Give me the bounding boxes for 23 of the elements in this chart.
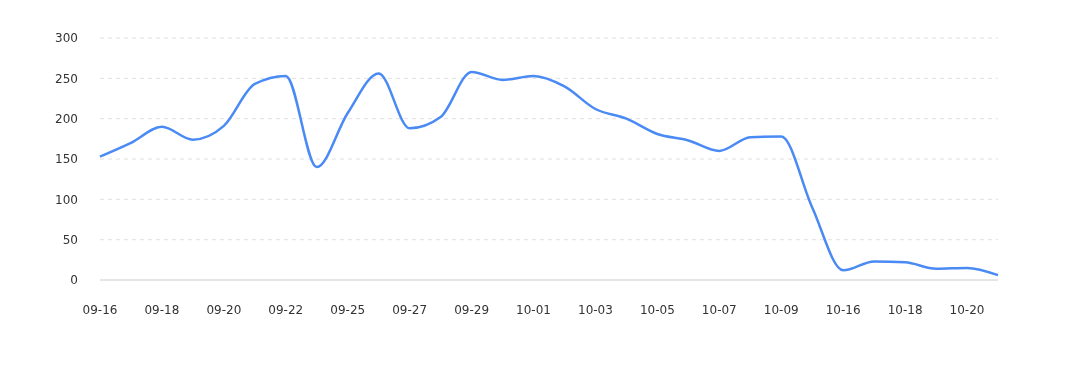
x-tick-label: 10-05 xyxy=(639,303,675,317)
y-tick-label: 200 xyxy=(55,111,78,126)
x-tick-label: 10-20 xyxy=(949,303,985,317)
x-tick-label: 09-29 xyxy=(454,303,490,317)
x-tick-label: 09-27 xyxy=(392,303,428,317)
x-tick-label: 10-18 xyxy=(887,303,923,317)
x-tick-label: 10-09 xyxy=(763,303,799,317)
x-tick-label: 09-16 xyxy=(82,303,118,317)
line-series xyxy=(98,70,1000,277)
y-tick-label: 50 xyxy=(62,232,78,247)
y-tick-label: 150 xyxy=(55,152,78,167)
y-tick-label: 100 xyxy=(55,192,78,207)
y-tick-label: 300 xyxy=(55,31,78,46)
x-tick-label: 09-22 xyxy=(268,303,304,317)
x-tick-label: 10-07 xyxy=(701,303,737,317)
x-tick-label: 10-16 xyxy=(825,303,861,317)
x-tick-label: 10-01 xyxy=(516,303,551,317)
x-tick-label: 09-20 xyxy=(206,303,242,317)
x-tick-label: 09-25 xyxy=(330,303,366,317)
x-tick-label: 10-03 xyxy=(578,303,613,317)
x-tick-label: 09-18 xyxy=(144,303,180,317)
y-tick-label: 0 xyxy=(70,273,78,288)
y-tick-label: 250 xyxy=(55,71,78,86)
